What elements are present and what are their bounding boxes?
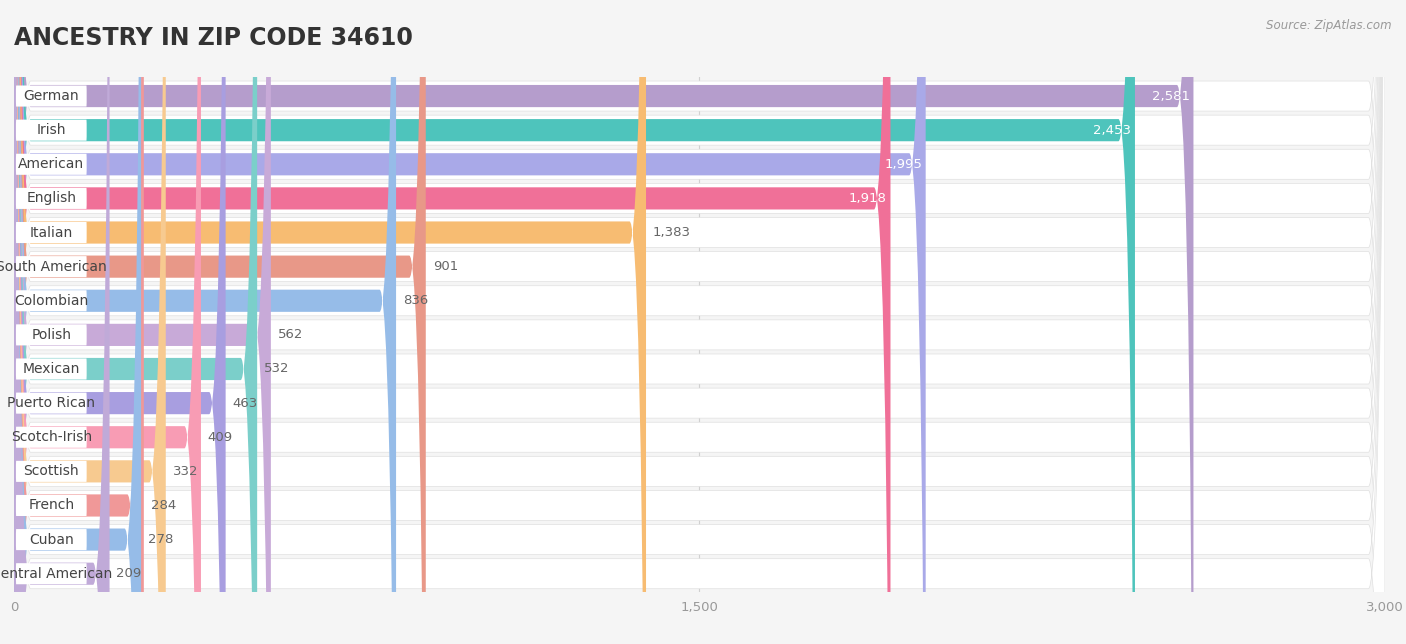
Text: ANCESTRY IN ZIP CODE 34610: ANCESTRY IN ZIP CODE 34610 [14, 26, 413, 50]
FancyBboxPatch shape [14, 0, 1385, 644]
FancyBboxPatch shape [14, 0, 143, 644]
FancyBboxPatch shape [14, 0, 141, 644]
FancyBboxPatch shape [14, 0, 110, 644]
Text: 901: 901 [433, 260, 458, 273]
Text: South American: South American [0, 260, 107, 274]
FancyBboxPatch shape [14, 0, 1385, 644]
FancyBboxPatch shape [15, 529, 87, 550]
FancyBboxPatch shape [15, 188, 87, 209]
FancyBboxPatch shape [14, 0, 1385, 644]
Text: Source: ZipAtlas.com: Source: ZipAtlas.com [1267, 19, 1392, 32]
Text: 209: 209 [117, 567, 142, 580]
Text: 2,581: 2,581 [1152, 90, 1189, 102]
FancyBboxPatch shape [14, 0, 1385, 644]
FancyBboxPatch shape [14, 0, 890, 644]
Text: 463: 463 [232, 397, 257, 410]
Text: 1,995: 1,995 [884, 158, 922, 171]
Text: English: English [27, 191, 76, 205]
FancyBboxPatch shape [14, 0, 271, 644]
FancyBboxPatch shape [14, 0, 1385, 644]
FancyBboxPatch shape [15, 222, 87, 243]
FancyBboxPatch shape [15, 120, 87, 140]
Text: Cuban: Cuban [30, 533, 73, 547]
FancyBboxPatch shape [15, 564, 87, 584]
FancyBboxPatch shape [14, 0, 1385, 644]
Text: 409: 409 [208, 431, 233, 444]
FancyBboxPatch shape [15, 393, 87, 413]
Text: Scottish: Scottish [24, 464, 79, 478]
Text: Scotch-Irish: Scotch-Irish [11, 430, 91, 444]
Text: 836: 836 [404, 294, 429, 307]
FancyBboxPatch shape [15, 495, 87, 516]
Text: Puerto Rican: Puerto Rican [7, 396, 96, 410]
FancyBboxPatch shape [15, 427, 87, 448]
FancyBboxPatch shape [15, 359, 87, 379]
FancyBboxPatch shape [15, 461, 87, 482]
FancyBboxPatch shape [14, 0, 426, 644]
FancyBboxPatch shape [14, 0, 1385, 644]
FancyBboxPatch shape [14, 0, 225, 644]
FancyBboxPatch shape [14, 0, 396, 644]
Text: French: French [28, 498, 75, 513]
Text: Colombian: Colombian [14, 294, 89, 308]
Text: German: German [24, 89, 79, 103]
FancyBboxPatch shape [14, 0, 1385, 644]
FancyBboxPatch shape [15, 325, 87, 345]
FancyBboxPatch shape [14, 0, 1385, 644]
Text: Irish: Irish [37, 123, 66, 137]
FancyBboxPatch shape [14, 0, 645, 644]
Text: Central American: Central American [0, 567, 112, 581]
Text: 1,918: 1,918 [849, 192, 887, 205]
Text: Italian: Italian [30, 225, 73, 240]
FancyBboxPatch shape [14, 0, 1385, 644]
FancyBboxPatch shape [14, 0, 201, 644]
Text: Polish: Polish [31, 328, 72, 342]
FancyBboxPatch shape [14, 0, 1194, 644]
FancyBboxPatch shape [15, 290, 87, 311]
Text: 278: 278 [148, 533, 173, 546]
FancyBboxPatch shape [15, 154, 87, 175]
FancyBboxPatch shape [14, 0, 166, 644]
Text: 532: 532 [264, 363, 290, 375]
Text: 284: 284 [150, 499, 176, 512]
FancyBboxPatch shape [14, 0, 1385, 644]
FancyBboxPatch shape [15, 86, 87, 106]
FancyBboxPatch shape [14, 0, 1135, 644]
Text: 562: 562 [278, 328, 304, 341]
Text: 2,453: 2,453 [1094, 124, 1132, 137]
FancyBboxPatch shape [14, 0, 1385, 644]
Text: American: American [18, 157, 84, 171]
FancyBboxPatch shape [14, 0, 1385, 644]
Text: 332: 332 [173, 465, 198, 478]
FancyBboxPatch shape [15, 256, 87, 277]
FancyBboxPatch shape [14, 0, 1385, 644]
Text: Mexican: Mexican [22, 362, 80, 376]
Text: 1,383: 1,383 [652, 226, 690, 239]
FancyBboxPatch shape [14, 0, 1385, 644]
FancyBboxPatch shape [14, 0, 925, 644]
FancyBboxPatch shape [14, 0, 257, 644]
